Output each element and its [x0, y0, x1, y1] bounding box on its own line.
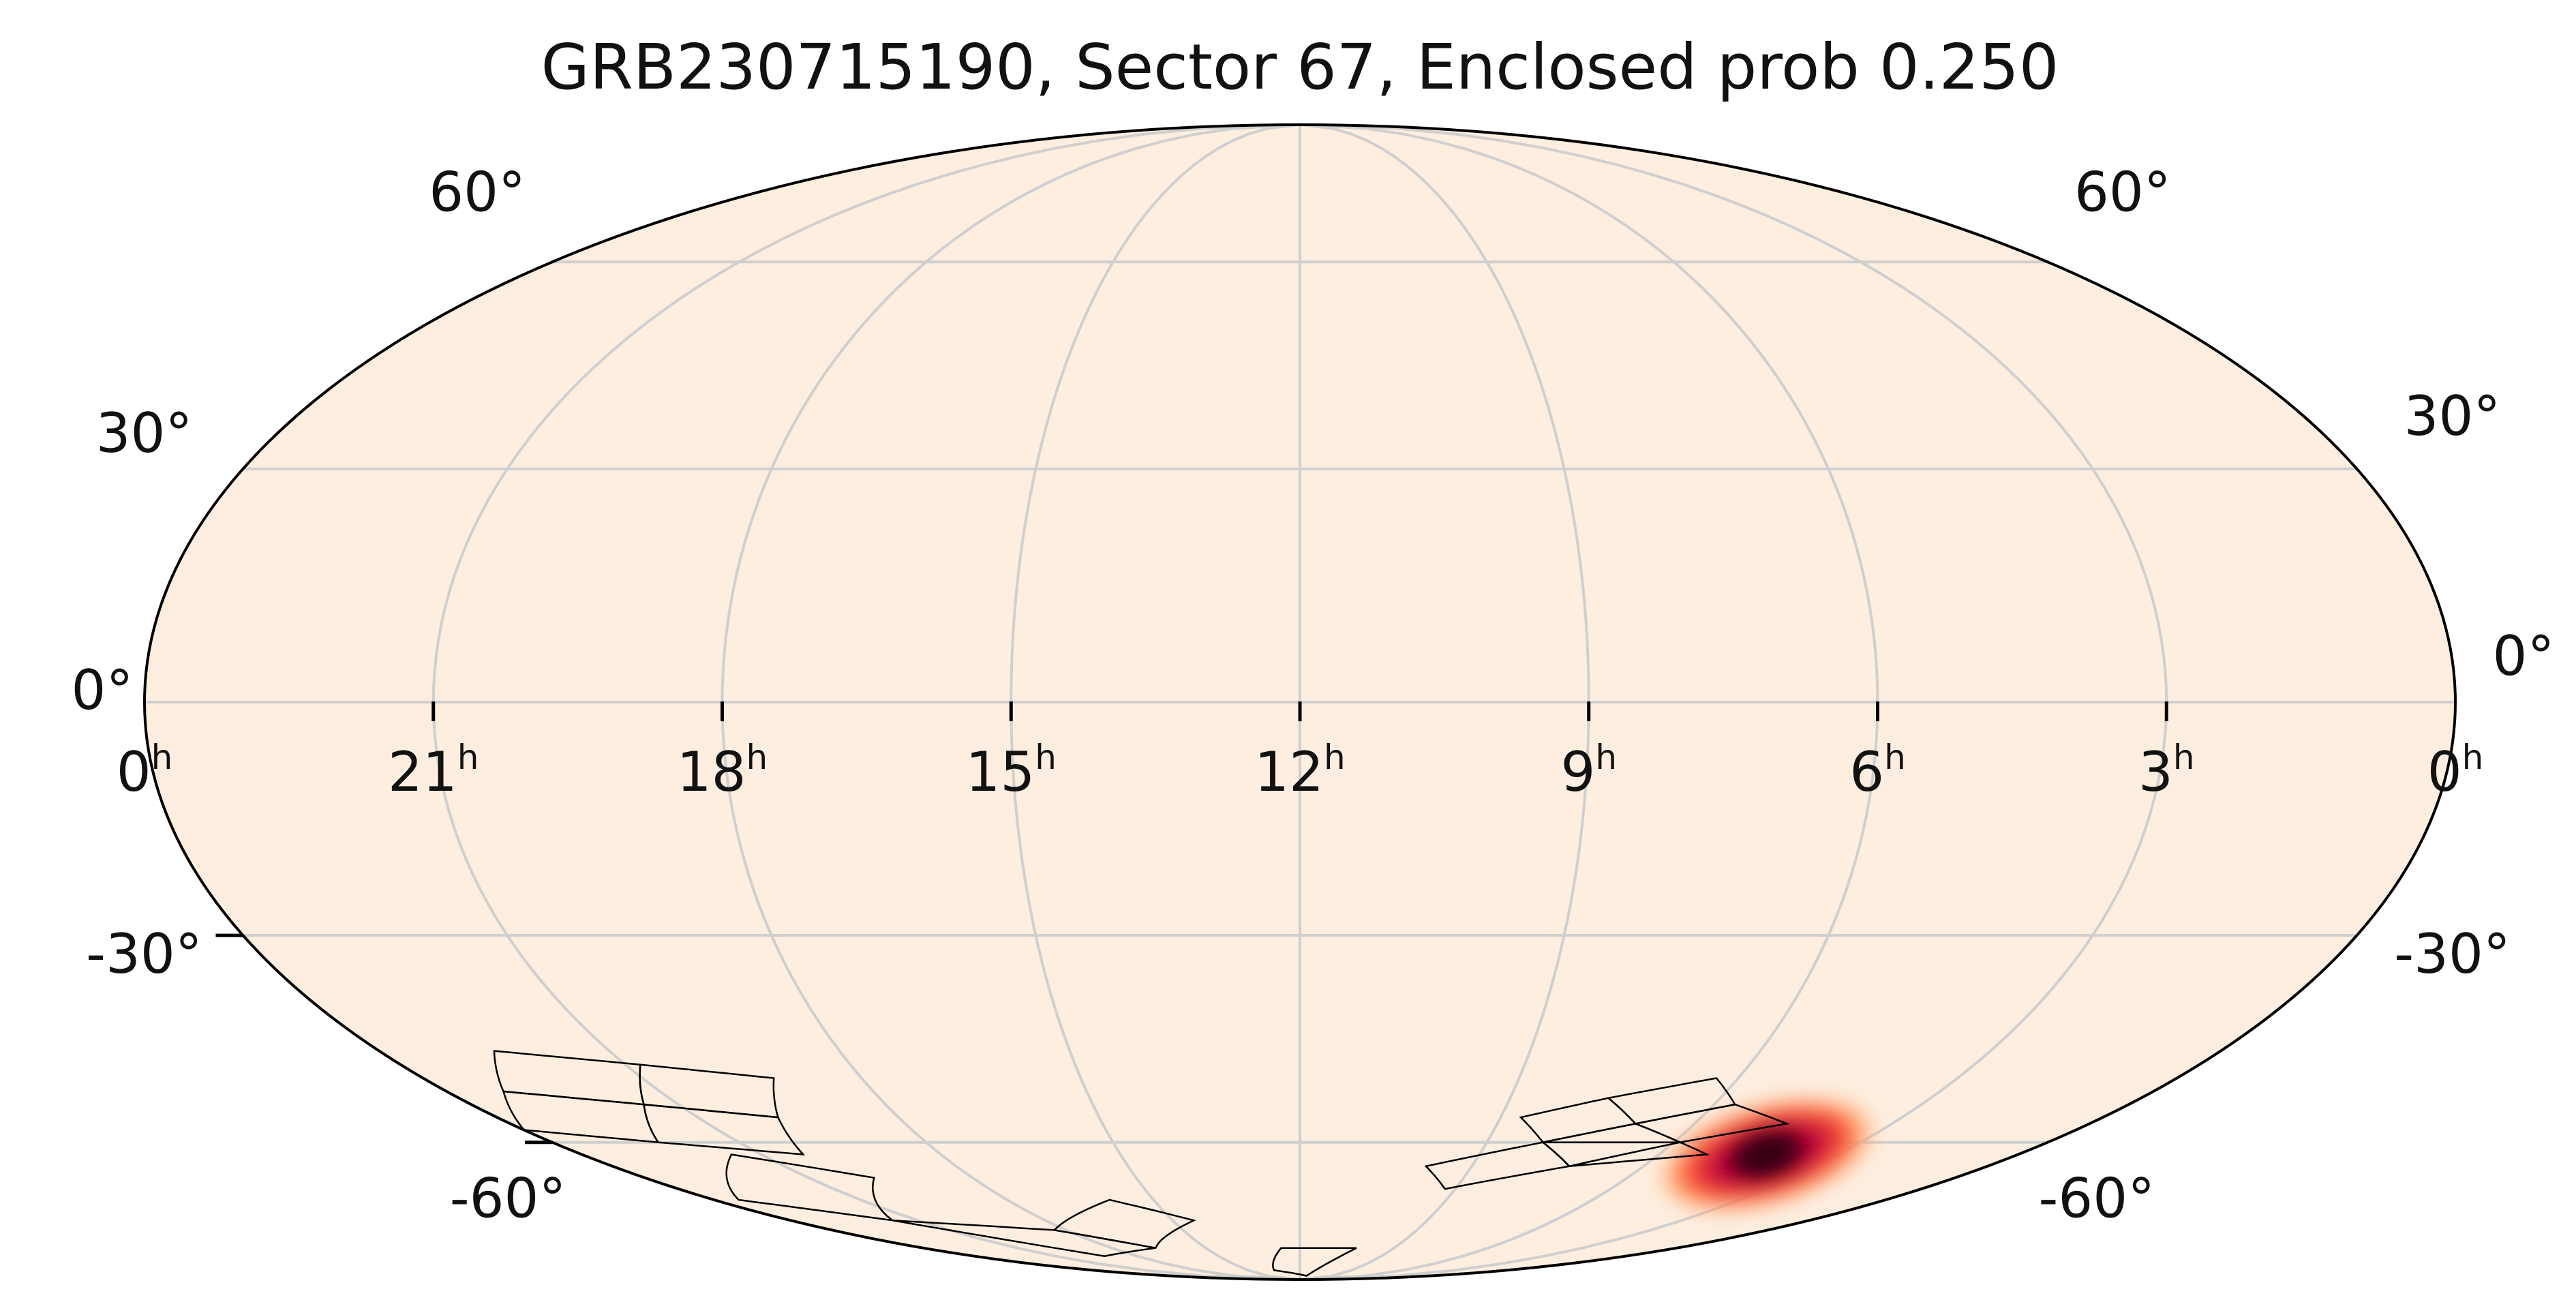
dec-tick-label-left: -30° — [86, 922, 202, 986]
ra-tick-unit: h — [746, 738, 768, 777]
dec-tick-label-right: -30° — [2394, 922, 2511, 986]
dec-tick-label-right: 30° — [2404, 384, 2501, 448]
ccd-footprint-C-4 — [892, 1219, 1156, 1257]
ra-tick-unit: h — [1035, 738, 1057, 777]
sector-footprints — [493, 1050, 1790, 1277]
sky-outline — [143, 123, 2457, 1281]
ra-tick-label: 6h — [1849, 738, 1906, 804]
ra-tick-unit: h — [151, 738, 173, 777]
probability-heatmap — [1652, 1091, 1882, 1218]
ccd-footprint-C-3 — [725, 1153, 896, 1222]
dec-tick-label-right: -60° — [2039, 1167, 2155, 1230]
ccd-footprint-B-4 — [1606, 1077, 1737, 1125]
axis-ticks — [215, 701, 2168, 1145]
dec-tick-label-right: 0° — [2493, 624, 2555, 688]
ra-tick-unit: h — [457, 738, 479, 777]
probability-peak — [1734, 1134, 1800, 1175]
dec-tick-label-right: 60° — [2074, 160, 2171, 224]
ccd-footprint-C-1 — [1272, 1247, 1357, 1277]
ra-tick-label: 0h — [2427, 738, 2484, 804]
ccd-footprint-B-6 — [1540, 1141, 1710, 1168]
ra-tick-label: 21h — [388, 738, 479, 804]
ra-tick-unit: h — [2462, 738, 2484, 777]
ra-tick-label: 15h — [966, 738, 1057, 804]
ra-tick-label: 9h — [1560, 738, 1617, 804]
dec-tick-label-left: 60° — [429, 160, 526, 224]
ra-tick-label: 0h — [117, 738, 173, 804]
ra-tick-unit: h — [1595, 738, 1617, 777]
ra-tick-unit: h — [2173, 738, 2195, 777]
dec-tick-label-left: 30° — [96, 402, 193, 465]
dec-tick-label-left: -60° — [450, 1167, 566, 1230]
chart-title: GRB230715190, Sector 67, Enclosed prob 0… — [541, 31, 2059, 104]
dec-tick-label-left: 0° — [72, 659, 134, 722]
ra-tick-unit: h — [1884, 738, 1906, 777]
ra-tick-unit: h — [1324, 738, 1346, 777]
